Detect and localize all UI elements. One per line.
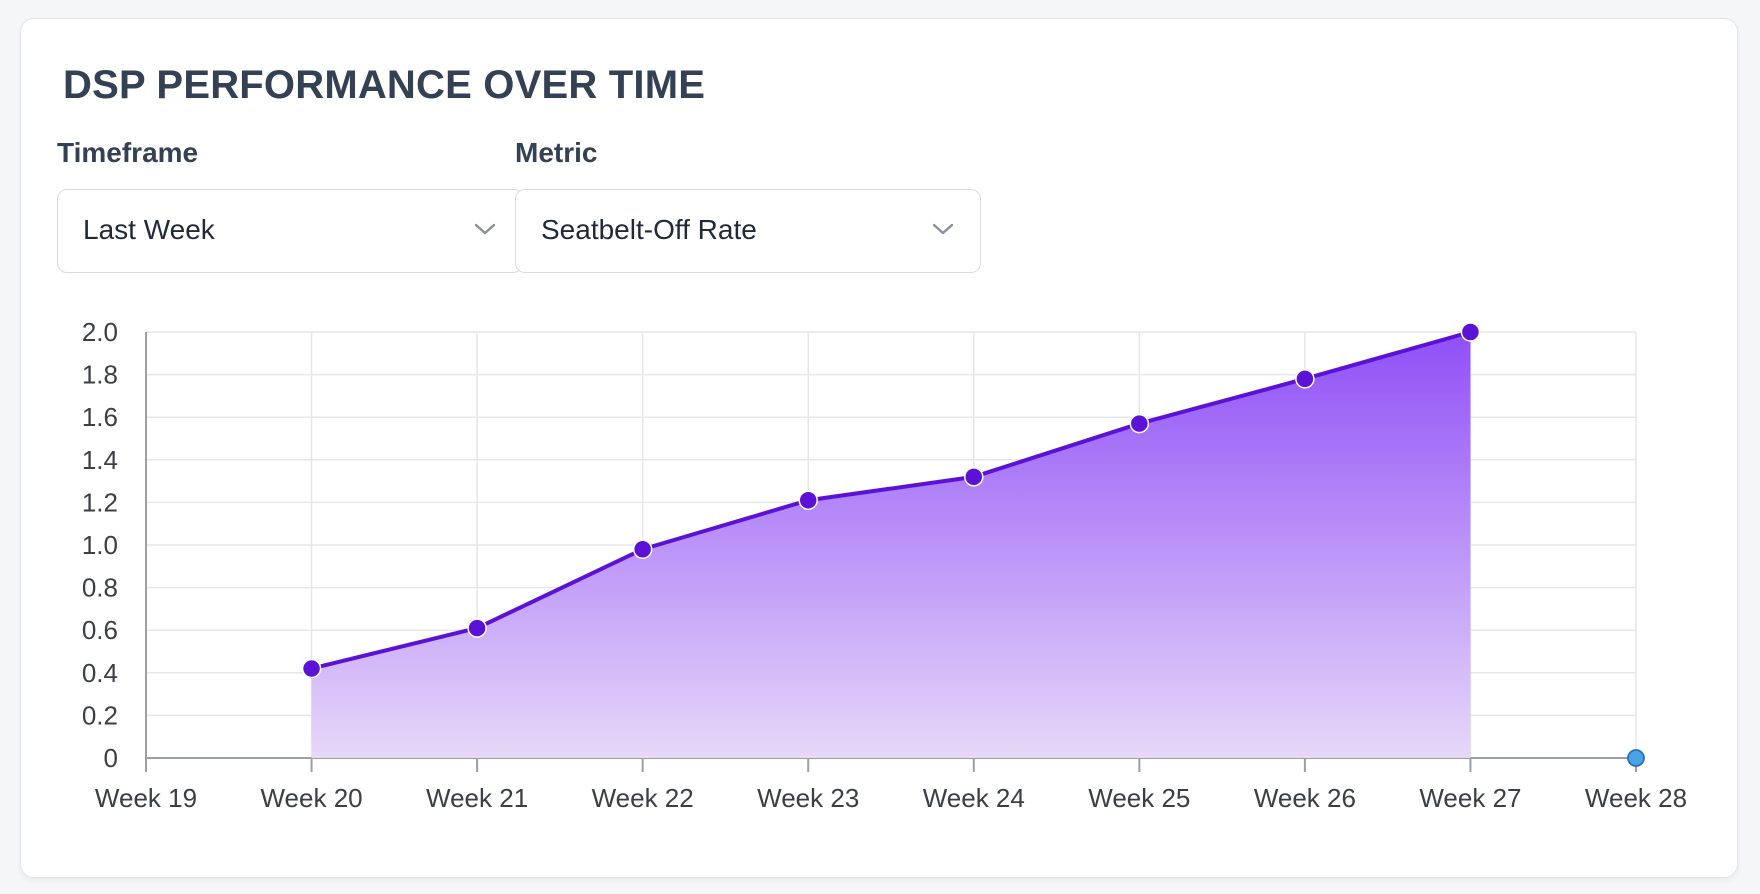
y-tick-label: 1.6: [82, 402, 118, 432]
data-point: [1295, 369, 1315, 389]
timeframe-value: Last Week: [83, 214, 215, 245]
metric-select[interactable]: Seatbelt-Off Rate: [515, 189, 981, 273]
data-point: [467, 618, 487, 638]
data-point: [1129, 413, 1150, 434]
x-tick-label: Week 23: [757, 783, 859, 813]
x-tick-label: Week 19: [95, 783, 197, 813]
y-tick-label: 1.4: [82, 445, 118, 475]
x-tick-label: Week 21: [426, 783, 528, 813]
data-point: [301, 658, 322, 679]
series-area: [311, 332, 1471, 758]
y-tick-label: 0.6: [82, 615, 118, 645]
x-tick-label: Week 24: [923, 783, 1025, 813]
y-tick-label: 1.2: [82, 487, 118, 517]
data-point: [1627, 749, 1645, 767]
y-tick-label: 0.2: [82, 700, 118, 730]
chevron-down-icon: [474, 223, 496, 235]
timeframe-select[interactable]: Last Week: [57, 189, 523, 273]
timeframe-label: Timeframe: [57, 137, 199, 168]
data-point: [1460, 322, 1481, 342]
chevron-down-icon: [932, 223, 954, 235]
y-tick-label: 1.0: [82, 530, 118, 560]
data-point: [964, 467, 984, 487]
x-tick-label: Week 27: [1419, 783, 1521, 813]
x-tick-label: Week 22: [592, 783, 694, 813]
data-point: [632, 539, 653, 560]
y-tick-label: 2.0: [82, 317, 118, 347]
metric-value: Seatbelt-Off Rate: [541, 214, 757, 245]
y-tick-label: 0.8: [82, 573, 118, 603]
y-tick-label: 0.4: [82, 658, 118, 688]
metric-label: Metric: [515, 137, 598, 168]
card-title: DSP PERFORMANCE OVER TIME: [63, 63, 706, 107]
x-tick-label: Week 28: [1585, 783, 1687, 813]
y-tick-label: 1.8: [82, 360, 118, 390]
x-tick-label: Week 25: [1088, 783, 1190, 813]
x-tick-label: Week 26: [1254, 783, 1356, 813]
y-tick-label: 0: [104, 743, 118, 773]
data-point: [798, 490, 818, 511]
x-tick-label: Week 20: [260, 783, 362, 813]
series-line: [311, 330, 1471, 671]
